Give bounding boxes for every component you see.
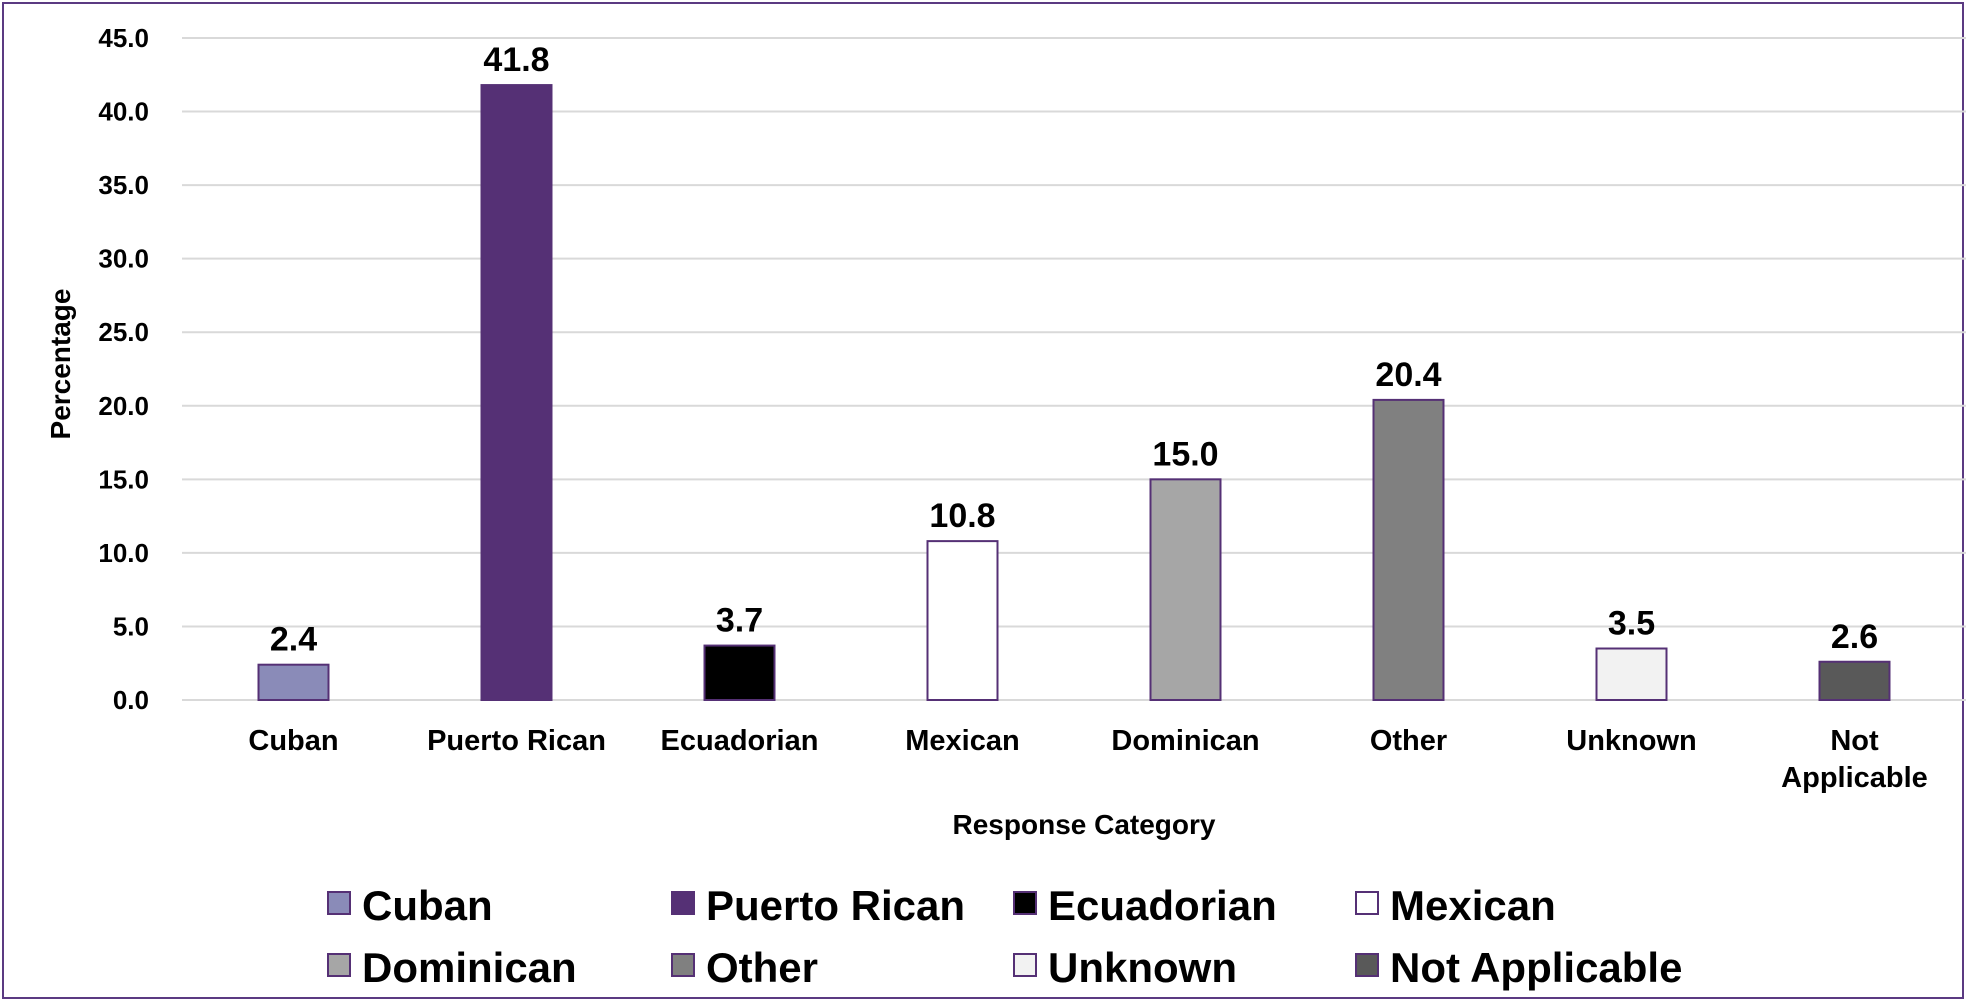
legend-swatch: [671, 953, 695, 977]
legend-item-other: Other: [671, 944, 818, 991]
legend-item-ecuadorian: Ecuadorian: [1013, 882, 1277, 929]
x-tick-label: Ecuadorian: [661, 725, 819, 757]
legend-item-not-applicable: Not Applicable: [1355, 944, 1682, 991]
y-axis-title: Percentage: [45, 289, 76, 440]
data-label: 41.8: [483, 41, 549, 79]
data-label: 3.7: [716, 602, 763, 640]
bars: [257, 84, 1891, 702]
legend-label: Puerto Rican: [706, 882, 965, 929]
legend: Cuban Puerto Rican Ecuadorian Mexican Domini…: [327, 882, 1682, 991]
data-label: 2.4: [270, 621, 317, 659]
data-label: 2.6: [1831, 618, 1878, 656]
bar-cuban: [257, 663, 330, 702]
y-tick-label: 30.0: [98, 244, 149, 274]
y-tick-label: 0.0: [113, 685, 149, 715]
legend-label: Mexican: [1390, 882, 1556, 929]
x-tick-label: Not: [1830, 725, 1879, 757]
y-tick-label: 25.0: [98, 317, 149, 347]
legend-item-unknown: Unknown: [1013, 944, 1237, 991]
y-tick-label: 10.0: [98, 538, 149, 568]
y-tick-label: 5.0: [113, 611, 149, 641]
data-label: 10.8: [929, 497, 995, 535]
x-tick-label: Unknown: [1566, 725, 1697, 757]
bar-other: [1372, 398, 1445, 701]
y-tick-label: 15.0: [98, 464, 149, 494]
data-label: 3.5: [1608, 605, 1655, 643]
gridlines: [182, 37, 1966, 701]
x-axis-title: Response Category: [953, 809, 1216, 840]
legend-swatch: [327, 953, 351, 977]
x-tick-label: Cuban: [248, 725, 338, 757]
x-tick-label: Mexican: [905, 725, 1019, 757]
y-axis-ticks: 0.0 5.0 10.0 15.0 20.0 25.0 30.0 35.0 40.0 45.0: [98, 23, 149, 715]
legend-label: Cuban: [362, 882, 493, 929]
legend-swatch: [1013, 891, 1037, 915]
x-axis-ticks: Cuban Puerto Rican Ecuadorian Mexican Domini…: [248, 725, 1927, 794]
legend-swatch: [671, 891, 695, 915]
data-label: 15.0: [1152, 435, 1218, 473]
legend-item-puerto-rican: Puerto Rican: [671, 882, 965, 929]
legend-swatch: [1013, 953, 1037, 977]
x-tick-label: Puerto Rican: [427, 725, 606, 757]
legend-swatch: [1355, 891, 1379, 915]
y-tick-label: 35.0: [98, 170, 149, 200]
bar-dominican: [1149, 478, 1222, 702]
bar-puerto-rican: [480, 84, 553, 701]
x-tick-label: Other: [1370, 725, 1447, 757]
data-label: 20.4: [1375, 356, 1441, 394]
legend-label: Not Applicable: [1390, 944, 1682, 991]
x-tick-label: Dominican: [1111, 725, 1259, 757]
legend-item-cuban: Cuban: [327, 882, 493, 929]
legend-item-dominican: Dominican: [327, 944, 577, 991]
y-tick-label: 45.0: [98, 23, 149, 53]
bar-unknown: [1595, 647, 1668, 701]
legend-label: Unknown: [1048, 944, 1237, 991]
y-tick-label: 20.0: [98, 391, 149, 421]
bar-mexican: [926, 540, 999, 701]
y-tick-label: 40.0: [98, 97, 149, 127]
legend-label: Other: [706, 944, 818, 991]
legend-item-mexican: Mexican: [1355, 882, 1556, 929]
data-labels: 2.4 41.8 3.7 10.8 15.0 20.4 3.5 2.6: [270, 41, 1878, 659]
bar-chart: 0.0 5.0 10.0 15.0 20.0 25.0 30.0 35.0 40.0 45.0 2…: [45, 23, 1966, 991]
legend-swatch: [327, 891, 351, 915]
x-tick-label: Applicable: [1781, 762, 1928, 794]
bar-ecuadorian: [703, 644, 776, 702]
legend-swatch: [1355, 953, 1379, 977]
bar-not-applicable: [1818, 660, 1891, 701]
legend-label: Dominican: [362, 944, 577, 991]
legend-label: Ecuadorian: [1048, 882, 1277, 929]
